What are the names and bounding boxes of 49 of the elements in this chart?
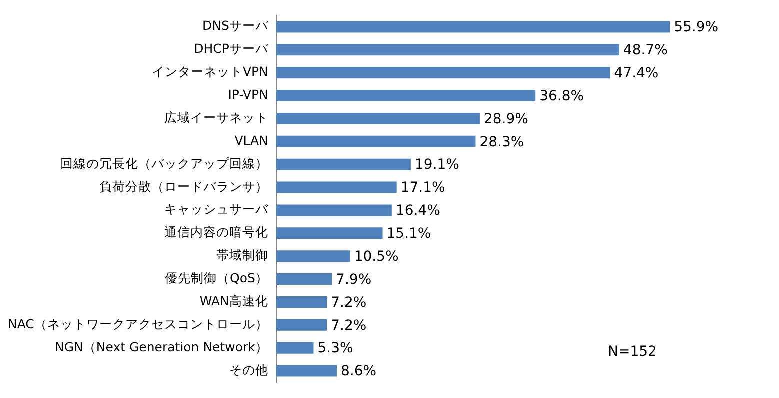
data-label: 8.6% xyxy=(340,364,377,380)
y-tick-label: その他 xyxy=(229,362,268,378)
annotation: N=152 xyxy=(608,344,657,360)
data-label: 15.1% xyxy=(386,226,432,242)
y-tick-label: 帯域制御 xyxy=(216,248,268,263)
bar xyxy=(276,44,620,56)
data-label: 19.1% xyxy=(414,157,460,174)
bar xyxy=(276,67,610,79)
bar xyxy=(276,158,411,170)
y-tick-label: 回線の冗長化（バックアップ回線） xyxy=(60,156,268,171)
y-tick-label: IP-VPN xyxy=(228,87,268,102)
bar xyxy=(276,204,392,216)
y-tick-label: 優先制御（QoS） xyxy=(164,270,268,286)
bar xyxy=(276,296,328,308)
y-tick-label: 広域イーサネット xyxy=(164,110,268,125)
y-tick-label: NAC（ネットワークアクセスコントロール） xyxy=(8,316,268,332)
data-label: 55.9% xyxy=(674,20,719,36)
y-tick-label: DNSサーバ xyxy=(202,18,270,34)
data-label: 28.9% xyxy=(484,111,528,128)
bar xyxy=(276,21,670,33)
data-label: 48.7% xyxy=(623,42,668,59)
y-tick-label: VLAN xyxy=(234,132,268,148)
data-label: 16.4% xyxy=(396,203,440,220)
bar xyxy=(276,112,480,124)
data-label: 5.3% xyxy=(318,340,354,357)
bar xyxy=(276,182,397,194)
bar xyxy=(276,319,328,331)
data-label: 36.8% xyxy=(540,88,584,104)
bar xyxy=(276,90,536,102)
bar xyxy=(276,342,314,354)
y-tick-label: DHCPサーバ xyxy=(194,41,270,56)
bar xyxy=(276,365,337,377)
y-tick-label: WAN高速化 xyxy=(200,293,268,308)
data-label: 28.3% xyxy=(480,134,524,150)
bar xyxy=(276,274,332,286)
bar xyxy=(276,136,476,148)
y-tick-label: 負荷分散（ロードバランサ） xyxy=(99,178,268,194)
bar xyxy=(276,228,383,240)
y-tick-label: インターネットVPN xyxy=(152,64,268,80)
data-label: 17.1% xyxy=(400,180,446,196)
bar xyxy=(276,250,350,262)
data-label: 10.5% xyxy=(354,248,399,265)
data-label: 7.2% xyxy=(331,318,367,334)
data-label: 47.4% xyxy=(614,65,659,82)
data-label: 7.9% xyxy=(336,272,372,288)
y-tick-label: NGN（Next Generation Network） xyxy=(55,339,268,354)
y-tick-label: キャッシュサーバ xyxy=(164,202,270,217)
y-tick-label: 通信内容の暗号化 xyxy=(164,224,268,240)
data-label: 7.2% xyxy=(331,294,367,311)
